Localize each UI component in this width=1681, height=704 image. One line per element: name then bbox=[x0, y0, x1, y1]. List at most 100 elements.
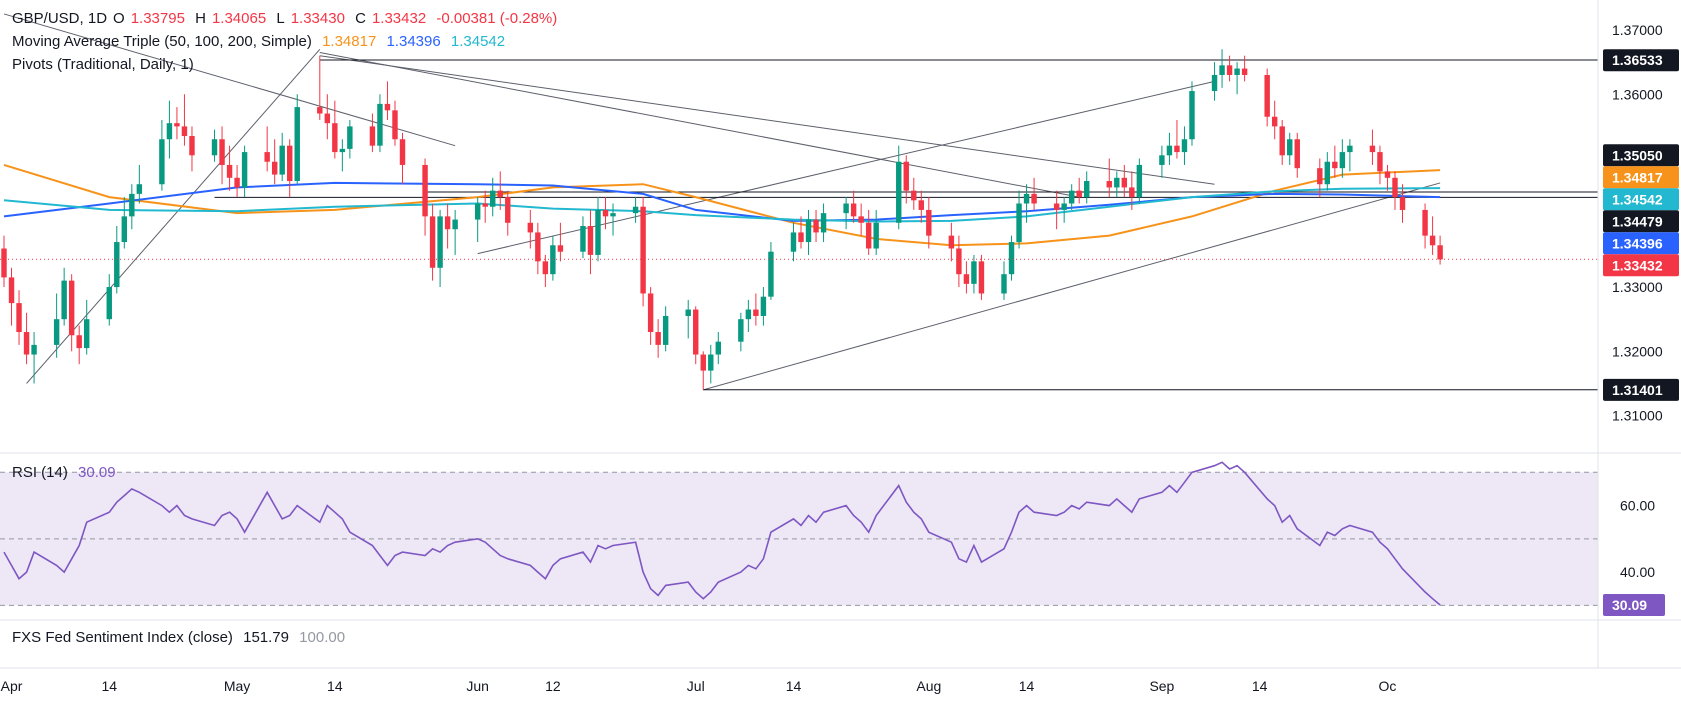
candle-body bbox=[1068, 190, 1075, 204]
candle bbox=[1324, 152, 1331, 191]
candle-body bbox=[452, 219, 458, 230]
candle-body bbox=[535, 232, 541, 262]
candle bbox=[241, 145, 248, 198]
candle bbox=[610, 203, 616, 236]
price-label-text: 1.34542 bbox=[1612, 191, 1663, 207]
candle bbox=[497, 171, 503, 210]
candle bbox=[595, 197, 601, 262]
candle-body bbox=[640, 206, 646, 294]
candle-body bbox=[234, 177, 240, 188]
candle-body bbox=[602, 209, 609, 217]
pivots-legend-label: Pivots (Traditional, Daily, 1) bbox=[12, 56, 194, 73]
pivot-levels[interactable] bbox=[214, 59, 1598, 391]
price-label-box bbox=[1603, 210, 1679, 233]
candle-body bbox=[1369, 145, 1376, 153]
price-label-box bbox=[1603, 188, 1679, 211]
change-value: -0.00381 (-0.28%) bbox=[436, 10, 558, 27]
candle-body bbox=[918, 200, 925, 210]
fxs-legend-baseline: 100.00 bbox=[299, 629, 346, 646]
close-label: C bbox=[355, 10, 366, 27]
low-label: L bbox=[276, 10, 285, 27]
candle bbox=[1399, 184, 1406, 223]
candle-body bbox=[1106, 181, 1112, 188]
time-tick-label: Jul bbox=[687, 678, 705, 694]
rsi-legend[interactable]: RSI (14) 30.09 bbox=[12, 464, 122, 481]
price-label: 1.33432 bbox=[1603, 254, 1679, 277]
candle-body bbox=[16, 303, 22, 333]
candle-body bbox=[1211, 74, 1218, 92]
price-label: 1.34542 bbox=[1603, 188, 1679, 211]
candle-body bbox=[482, 203, 488, 207]
candle-body bbox=[926, 209, 932, 236]
candle bbox=[377, 94, 383, 153]
candle-body bbox=[211, 139, 218, 156]
candle-body bbox=[1001, 274, 1007, 294]
candle bbox=[1121, 164, 1128, 198]
moving-average-line bbox=[3, 181, 1441, 222]
candle-body bbox=[768, 251, 774, 297]
candle bbox=[963, 261, 970, 294]
candle-body bbox=[805, 219, 812, 243]
candle-body bbox=[753, 309, 759, 316]
candle bbox=[820, 203, 827, 243]
moving-average-line bbox=[3, 187, 1441, 223]
price-label-text: 1.34817 bbox=[1612, 169, 1663, 185]
candle bbox=[23, 312, 30, 365]
candle bbox=[474, 197, 481, 243]
candle-body bbox=[1053, 203, 1060, 210]
candle bbox=[1031, 177, 1037, 210]
high-label: H bbox=[195, 10, 206, 27]
candle bbox=[865, 209, 872, 255]
time-tick-label: 12 bbox=[545, 678, 561, 694]
rsi-value-label: 30.09 bbox=[1612, 597, 1647, 613]
candle-body bbox=[971, 261, 977, 284]
candle bbox=[1279, 119, 1285, 165]
symbol-label[interactable]: GBP/USD, 1D bbox=[12, 10, 108, 27]
pivots-legend[interactable]: Pivots (Traditional, Daily, 1) bbox=[12, 56, 200, 73]
price-tick-label: 1.32000 bbox=[1612, 343, 1663, 359]
price-label-text: 1.36533 bbox=[1612, 52, 1663, 68]
candle-body bbox=[136, 184, 143, 194]
fxs-legend-value: 151.79 bbox=[243, 629, 289, 646]
candle bbox=[632, 197, 639, 223]
candle-body bbox=[595, 209, 601, 255]
price-label: 1.35050 bbox=[1603, 144, 1679, 167]
high-value: 1.34065 bbox=[211, 10, 267, 27]
candle-body bbox=[1317, 168, 1323, 185]
candle bbox=[294, 94, 300, 185]
candle bbox=[971, 254, 977, 294]
candle-body bbox=[557, 245, 564, 252]
ma-legend[interactable]: Moving Average Triple (50, 100, 200, Sim… bbox=[12, 33, 511, 50]
candle-body bbox=[1347, 145, 1353, 153]
candle bbox=[1068, 184, 1075, 210]
time-tick-label: 14 bbox=[1019, 678, 1035, 694]
candle-body bbox=[647, 293, 654, 333]
candle bbox=[211, 129, 218, 162]
price-label-box bbox=[1603, 378, 1679, 401]
fxs-legend[interactable]: FXS Fed Sentiment Index (close) 151.79 1… bbox=[12, 629, 351, 646]
price-label: 1.34396 bbox=[1603, 232, 1679, 255]
candle-body bbox=[422, 164, 428, 217]
price-label-box bbox=[1603, 166, 1679, 189]
candle bbox=[106, 274, 112, 326]
candle bbox=[753, 293, 759, 326]
open-value: 1.33795 bbox=[130, 10, 185, 27]
rsi-axis[interactable]: 60.00 40.00 30.09 bbox=[1603, 498, 1665, 617]
rsi-series-line bbox=[3, 461, 1441, 606]
candle bbox=[399, 132, 406, 185]
candle-body bbox=[1241, 68, 1248, 75]
time-tick-label: 14 bbox=[1252, 678, 1268, 694]
ma50-value: 1.34817 bbox=[322, 33, 377, 50]
candle bbox=[1271, 100, 1278, 140]
time-tick-label: 14 bbox=[327, 678, 343, 694]
candle bbox=[1106, 158, 1112, 198]
candle bbox=[715, 332, 721, 365]
candle-body bbox=[1174, 145, 1180, 153]
candle-body bbox=[1084, 181, 1090, 198]
candle bbox=[490, 177, 496, 217]
ma-legend-label: Moving Average Triple (50, 100, 200, Sim… bbox=[12, 33, 312, 50]
candle bbox=[790, 222, 797, 262]
time-axis[interactable]: Apr 14 May 14 Jun 12 Jul 14 Aug 14 Sep 14 Oc bbox=[1, 678, 1397, 694]
